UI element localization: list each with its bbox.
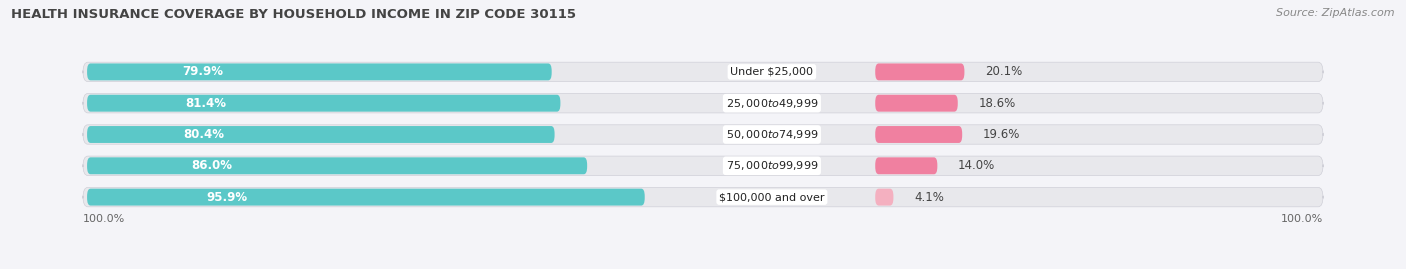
Text: HEALTH INSURANCE COVERAGE BY HOUSEHOLD INCOME IN ZIP CODE 30115: HEALTH INSURANCE COVERAGE BY HOUSEHOLD I… [11, 8, 576, 21]
Text: 4.1%: 4.1% [914, 191, 943, 204]
FancyBboxPatch shape [876, 189, 893, 206]
FancyBboxPatch shape [87, 95, 561, 112]
FancyBboxPatch shape [87, 189, 645, 206]
FancyBboxPatch shape [83, 62, 1323, 82]
FancyBboxPatch shape [83, 94, 1323, 113]
Text: 14.0%: 14.0% [957, 159, 995, 172]
FancyBboxPatch shape [83, 125, 1323, 144]
FancyBboxPatch shape [876, 95, 957, 112]
Text: 19.6%: 19.6% [983, 128, 1021, 141]
Text: $50,000 to $74,999: $50,000 to $74,999 [725, 128, 818, 141]
Text: 81.4%: 81.4% [186, 97, 226, 110]
FancyBboxPatch shape [87, 126, 554, 143]
FancyBboxPatch shape [83, 187, 1323, 207]
FancyBboxPatch shape [876, 157, 938, 174]
Text: $75,000 to $99,999: $75,000 to $99,999 [725, 159, 818, 172]
FancyBboxPatch shape [83, 156, 1323, 175]
FancyBboxPatch shape [876, 63, 965, 80]
FancyBboxPatch shape [876, 126, 962, 143]
Text: 86.0%: 86.0% [191, 159, 232, 172]
Text: 100.0%: 100.0% [1281, 214, 1323, 224]
FancyBboxPatch shape [87, 157, 588, 174]
Text: $25,000 to $49,999: $25,000 to $49,999 [725, 97, 818, 110]
Text: 79.9%: 79.9% [183, 65, 224, 78]
FancyBboxPatch shape [87, 63, 551, 80]
Text: 18.6%: 18.6% [979, 97, 1015, 110]
Text: Under $25,000: Under $25,000 [730, 67, 814, 77]
Text: 20.1%: 20.1% [986, 65, 1022, 78]
Text: Source: ZipAtlas.com: Source: ZipAtlas.com [1277, 8, 1395, 18]
Text: $100,000 and over: $100,000 and over [718, 192, 825, 202]
Text: 95.9%: 95.9% [205, 191, 247, 204]
Text: 100.0%: 100.0% [83, 214, 125, 224]
Text: 80.4%: 80.4% [183, 128, 225, 141]
